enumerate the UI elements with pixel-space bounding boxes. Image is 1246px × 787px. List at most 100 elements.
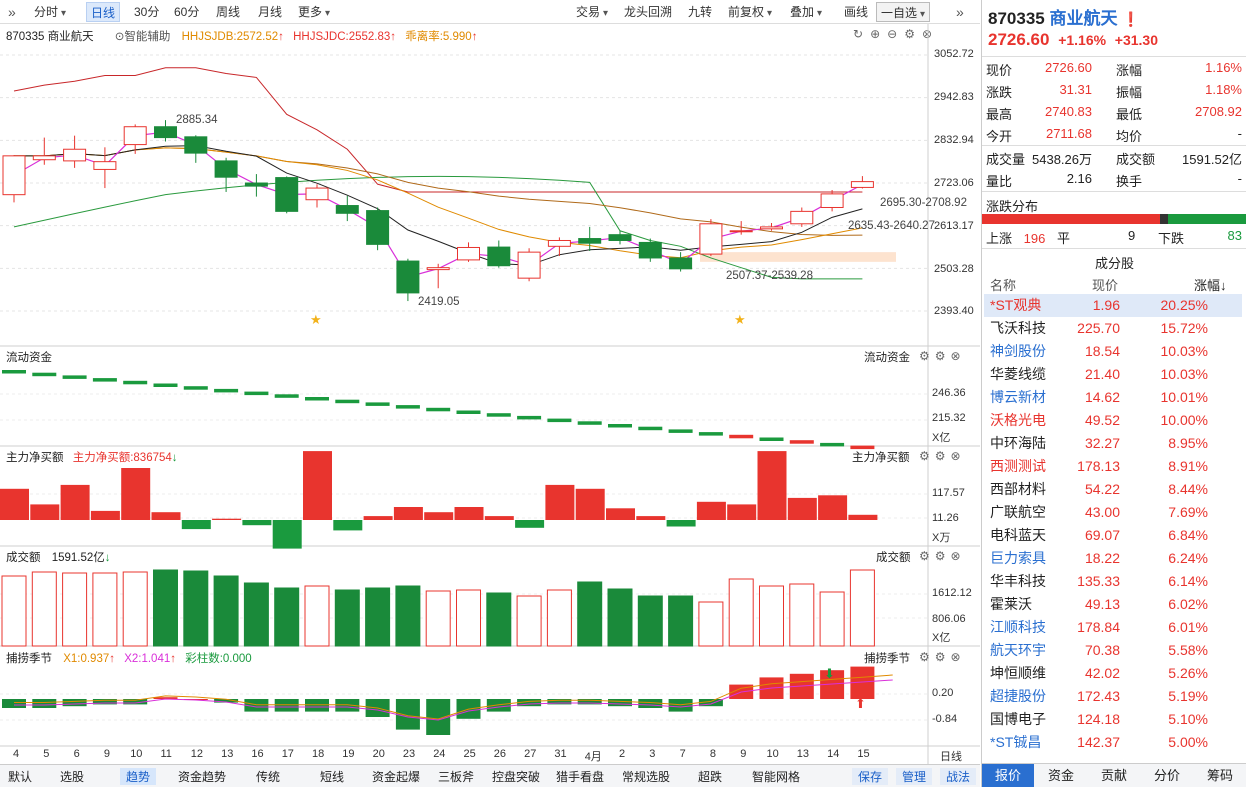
close-icon[interactable]: ⊗: [950, 349, 966, 363]
trade-dropdown[interactable]: 交易: [572, 2, 612, 22]
stock-name[interactable]: *ST观典: [990, 297, 1042, 313]
constituent-row[interactable]: 博云新材 14.62 10.01%: [984, 386, 1242, 409]
col-pct-sort[interactable]: 涨幅↓: [1194, 278, 1227, 293]
draw-button[interactable]: 画线: [844, 5, 869, 19]
close-icon[interactable]: ⊗: [950, 650, 966, 664]
watchlist-dropdown[interactable]: 一自选: [876, 2, 931, 22]
constituent-row[interactable]: 华菱线缆 21.40 10.03%: [984, 363, 1242, 386]
tab-chips[interactable]: 筹码: [1206, 768, 1233, 783]
constituent-row[interactable]: 神剑股份 18.54 10.03%: [984, 340, 1242, 363]
constituent-row[interactable]: 广联航空 43.00 7.69%: [984, 501, 1242, 524]
stock-name[interactable]: 超捷股份: [990, 688, 1046, 704]
tab-hunter[interactable]: 猎手看盘: [556, 770, 605, 784]
stock-name[interactable]: 霍莱沃: [990, 596, 1032, 612]
constituent-row[interactable]: 航天环宇 70.38 5.58%: [984, 639, 1242, 662]
tab-quote[interactable]: 报价: [982, 764, 1034, 787]
tab-fund-burst[interactable]: 资金起爆: [372, 770, 421, 784]
stock-name[interactable]: 神剑股份: [990, 343, 1046, 359]
col-name[interactable]: 名称: [990, 278, 1017, 293]
stock-name[interactable]: 华菱线缆: [990, 366, 1046, 382]
tab-short-line[interactable]: 短线: [320, 770, 345, 784]
stock-name[interactable]: 电科蓝天: [990, 527, 1046, 543]
nine-turn-button[interactable]: 九转: [688, 5, 713, 19]
zoom-out-icon[interactable]: ⊖: [887, 27, 905, 41]
constituent-row[interactable]: *ST观典 1.96 20.25%: [984, 294, 1242, 317]
col-price[interactable]: 现价: [1092, 278, 1119, 293]
tab-oversold[interactable]: 超跌: [698, 770, 723, 784]
tab-monthly[interactable]: 月线: [258, 5, 283, 19]
stock-name[interactable]: 飞沃科技: [990, 320, 1046, 336]
constituent-row[interactable]: 电科蓝天 69.07 6.84%: [984, 524, 1242, 547]
tab-daily[interactable]: 日线: [86, 2, 121, 22]
gear-icon[interactable]: ⚙: [934, 650, 951, 664]
constituent-row[interactable]: 中环海陆 32.27 8.95%: [984, 432, 1242, 455]
zoom-in-icon[interactable]: ⊕: [870, 27, 888, 41]
constituent-row[interactable]: 坤恒顺维 42.02 5.26%: [984, 662, 1242, 685]
stock-name[interactable]: 国博电子: [990, 711, 1046, 727]
tab-weekly[interactable]: 周线: [216, 5, 241, 19]
constituent-row[interactable]: 巨力索具 18.22 6.24%: [984, 547, 1242, 570]
tab-intraday[interactable]: 分时: [30, 2, 70, 22]
tab-stock-picking[interactable]: 选股: [60, 770, 85, 784]
info-icon[interactable]: ❗: [1122, 11, 1140, 27]
constituent-row[interactable]: 霍莱沃 49.13 6.02%: [984, 593, 1242, 616]
tab-fund-trend[interactable]: 资金趋势: [178, 770, 227, 784]
settings-icon[interactable]: ⚙: [919, 449, 935, 463]
constituent-row[interactable]: 华丰科技 135.33 6.14%: [984, 570, 1242, 593]
strategy-button[interactable]: 战法: [940, 768, 977, 785]
tab-three-axe[interactable]: 三板斧: [438, 770, 475, 784]
tab-control-breakout[interactable]: 控盘突破: [492, 770, 541, 784]
tab-smart-grid[interactable]: 智能网格: [752, 770, 801, 784]
tab-traditional[interactable]: 传统: [256, 770, 281, 784]
tab-default[interactable]: 默认: [8, 770, 33, 784]
settings-icon[interactable]: ⚙: [919, 549, 935, 563]
manage-button[interactable]: 管理: [896, 768, 933, 785]
stock-name[interactable]: 巨力索具: [990, 550, 1046, 566]
tab-trend[interactable]: 趋势: [120, 768, 157, 785]
leader-review-button[interactable]: 龙头回溯: [624, 5, 673, 19]
settings-icon[interactable]: ⚙: [919, 349, 935, 363]
save-button[interactable]: 保存: [852, 768, 889, 785]
constituent-row[interactable]: 超捷股份 172.43 5.19%: [984, 685, 1242, 708]
gear-icon[interactable]: ⚙: [934, 549, 951, 563]
settings-icon[interactable]: ⚙: [904, 27, 922, 41]
stock-name[interactable]: 坤恒顺维: [990, 665, 1046, 681]
constituent-row[interactable]: 沃格光电 49.52 10.00%: [984, 409, 1242, 432]
more-dropdown[interactable]: 更多: [294, 2, 334, 22]
tab-price-dist[interactable]: 分价: [1153, 768, 1180, 783]
settings-icon[interactable]: ⚙: [919, 650, 935, 664]
close-icon[interactable]: ⊗: [950, 549, 966, 563]
constituent-row[interactable]: 西部材料 54.22 8.44%: [984, 478, 1242, 501]
chart-canvas[interactable]: [0, 24, 980, 764]
collapse-icon[interactable]: »: [8, 4, 16, 20]
constituent-row[interactable]: *ST铖昌 142.37 5.00%: [984, 731, 1242, 754]
stock-name[interactable]: 沃格光电: [990, 412, 1046, 428]
expand-icon[interactable]: »: [956, 4, 964, 20]
stock-name[interactable]: 西部材料: [990, 481, 1046, 497]
constituent-row[interactable]: 西测测试 178.13 8.91%: [984, 455, 1242, 478]
stock-name[interactable]: 西测测试: [990, 458, 1046, 474]
close-icon[interactable]: ⊗: [950, 449, 966, 463]
stock-name[interactable]: 华丰科技: [990, 573, 1046, 589]
tab-funds[interactable]: 资金: [1047, 768, 1074, 783]
tab-30min[interactable]: 30分: [134, 5, 160, 19]
stock-name[interactable]: 航天环宇: [990, 642, 1046, 658]
stock-name[interactable]: 博云新材: [990, 389, 1046, 405]
tab-60min[interactable]: 60分: [174, 5, 200, 19]
stock-name[interactable]: *ST铖昌: [990, 734, 1042, 750]
stock-name[interactable]: 中环海陆: [990, 435, 1046, 451]
refresh-icon[interactable]: ↻: [853, 27, 871, 41]
constituent-row[interactable]: 江顺科技 178.84 6.01%: [984, 616, 1242, 639]
stock-name[interactable]: 江顺科技: [990, 619, 1046, 635]
smart-assist-toggle[interactable]: ⊙智能辅助: [114, 31, 171, 43]
overlay-dropdown[interactable]: 叠加: [786, 2, 826, 22]
stock-name[interactable]: 广联航空: [990, 504, 1046, 520]
close-icon[interactable]: ⊗: [921, 27, 940, 41]
tab-contribution[interactable]: 贡献: [1100, 768, 1127, 783]
constituent-row[interactable]: 飞沃科技 225.70 15.72%: [984, 317, 1242, 340]
gear-icon[interactable]: ⚙: [934, 349, 951, 363]
adjust-dropdown[interactable]: 前复权: [724, 2, 776, 22]
tab-regular-picks[interactable]: 常规选股: [622, 770, 671, 784]
constituent-row[interactable]: 国博电子 124.18 5.10%: [984, 708, 1242, 731]
gear-icon[interactable]: ⚙: [934, 449, 951, 463]
